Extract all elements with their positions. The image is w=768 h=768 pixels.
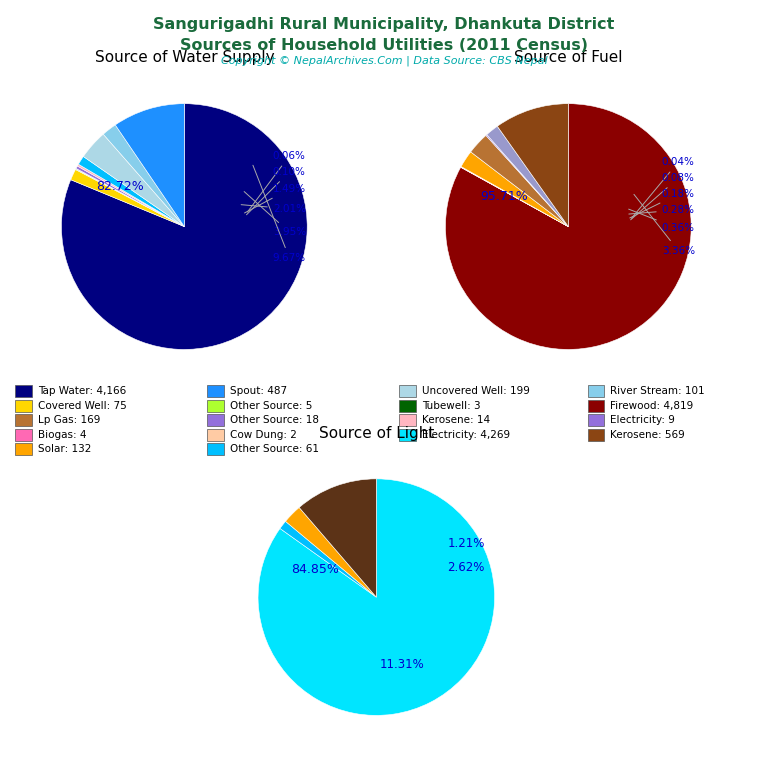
- Text: 11.31%: 11.31%: [380, 658, 425, 671]
- Text: Tubewell: 3: Tubewell: 3: [422, 401, 480, 411]
- Text: 0.04%: 0.04%: [631, 157, 694, 218]
- Bar: [15, 429, 32, 441]
- Text: 0.10%: 0.10%: [247, 167, 306, 215]
- Text: 3.36%: 3.36%: [634, 194, 695, 256]
- Text: Lp Gas: 169: Lp Gas: 169: [38, 415, 100, 425]
- Bar: [207, 400, 224, 412]
- Text: 2.62%: 2.62%: [447, 561, 485, 574]
- Wedge shape: [286, 508, 376, 598]
- Bar: [399, 429, 416, 441]
- Text: 2.01%: 2.01%: [241, 204, 306, 214]
- Text: Uncovered Well: 199: Uncovered Well: 199: [422, 386, 529, 396]
- Wedge shape: [75, 169, 184, 227]
- Bar: [399, 415, 416, 426]
- Text: Covered Well: 75: Covered Well: 75: [38, 401, 127, 411]
- Wedge shape: [487, 126, 568, 227]
- Text: 0.36%: 0.36%: [629, 209, 695, 233]
- Wedge shape: [461, 167, 568, 227]
- Text: Other Source: 18: Other Source: 18: [230, 415, 319, 425]
- Text: Solar: 132: Solar: 132: [38, 444, 91, 455]
- Text: 84.85%: 84.85%: [291, 564, 339, 577]
- Bar: [399, 386, 416, 397]
- Text: 82.72%: 82.72%: [97, 180, 144, 193]
- Wedge shape: [300, 479, 376, 598]
- Wedge shape: [78, 157, 184, 227]
- Wedge shape: [61, 104, 307, 349]
- Title: Source of Fuel: Source of Fuel: [514, 50, 623, 65]
- Text: Spout: 487: Spout: 487: [230, 386, 286, 396]
- Text: Biogas: 4: Biogas: 4: [38, 430, 86, 440]
- Wedge shape: [445, 104, 691, 349]
- Text: 0.06%: 0.06%: [247, 151, 306, 212]
- Wedge shape: [103, 125, 184, 227]
- Wedge shape: [71, 170, 184, 227]
- Wedge shape: [84, 134, 184, 227]
- Text: 1.49%: 1.49%: [244, 184, 306, 213]
- Bar: [15, 386, 32, 397]
- Wedge shape: [76, 168, 184, 227]
- Text: 0.08%: 0.08%: [631, 173, 694, 220]
- Wedge shape: [471, 135, 568, 227]
- Bar: [207, 429, 224, 441]
- Wedge shape: [280, 521, 376, 598]
- Wedge shape: [461, 152, 568, 227]
- Text: 3.95%: 3.95%: [244, 191, 306, 237]
- Wedge shape: [258, 479, 495, 715]
- Text: Tap Water: 4,166: Tap Water: 4,166: [38, 386, 126, 396]
- Wedge shape: [486, 134, 568, 227]
- Text: 0.18%: 0.18%: [630, 189, 695, 218]
- Bar: [588, 429, 604, 441]
- Bar: [207, 415, 224, 426]
- Bar: [399, 400, 416, 412]
- Bar: [588, 415, 604, 426]
- Wedge shape: [498, 104, 568, 227]
- Text: Electricity: 9: Electricity: 9: [610, 415, 674, 425]
- Text: 9.67%: 9.67%: [253, 165, 306, 263]
- Bar: [588, 400, 604, 412]
- Wedge shape: [115, 104, 184, 227]
- Text: 0.28%: 0.28%: [629, 205, 695, 215]
- Text: Electricity: 4,269: Electricity: 4,269: [422, 430, 510, 440]
- Title: Source of Water Supply: Source of Water Supply: [94, 50, 274, 65]
- Text: 1.21%: 1.21%: [447, 538, 485, 551]
- Wedge shape: [78, 164, 184, 227]
- Bar: [207, 443, 224, 455]
- Bar: [15, 400, 32, 412]
- Text: Cow Dung: 2: Cow Dung: 2: [230, 430, 296, 440]
- Text: Copyright © NepalArchives.Com | Data Source: CBS Nepal: Copyright © NepalArchives.Com | Data Sou…: [220, 55, 548, 66]
- Bar: [15, 415, 32, 426]
- Wedge shape: [461, 167, 568, 227]
- Bar: [207, 386, 224, 397]
- Text: 95.71%: 95.71%: [481, 190, 528, 203]
- Bar: [588, 386, 604, 397]
- Text: Kerosene: 14: Kerosene: 14: [422, 415, 490, 425]
- Text: Firewood: 4,819: Firewood: 4,819: [610, 401, 693, 411]
- Text: River Stream: 101: River Stream: 101: [610, 386, 704, 396]
- Text: Other Source: 61: Other Source: 61: [230, 444, 319, 455]
- Text: Other Source: 5: Other Source: 5: [230, 401, 312, 411]
- Title: Source of Light: Source of Light: [319, 426, 434, 441]
- Bar: [15, 443, 32, 455]
- Text: Sangurigadhi Rural Municipality, Dhankuta District
Sources of Household Utilitie: Sangurigadhi Rural Municipality, Dhankut…: [154, 17, 614, 53]
- Text: Kerosene: 569: Kerosene: 569: [610, 430, 684, 440]
- Wedge shape: [76, 166, 184, 227]
